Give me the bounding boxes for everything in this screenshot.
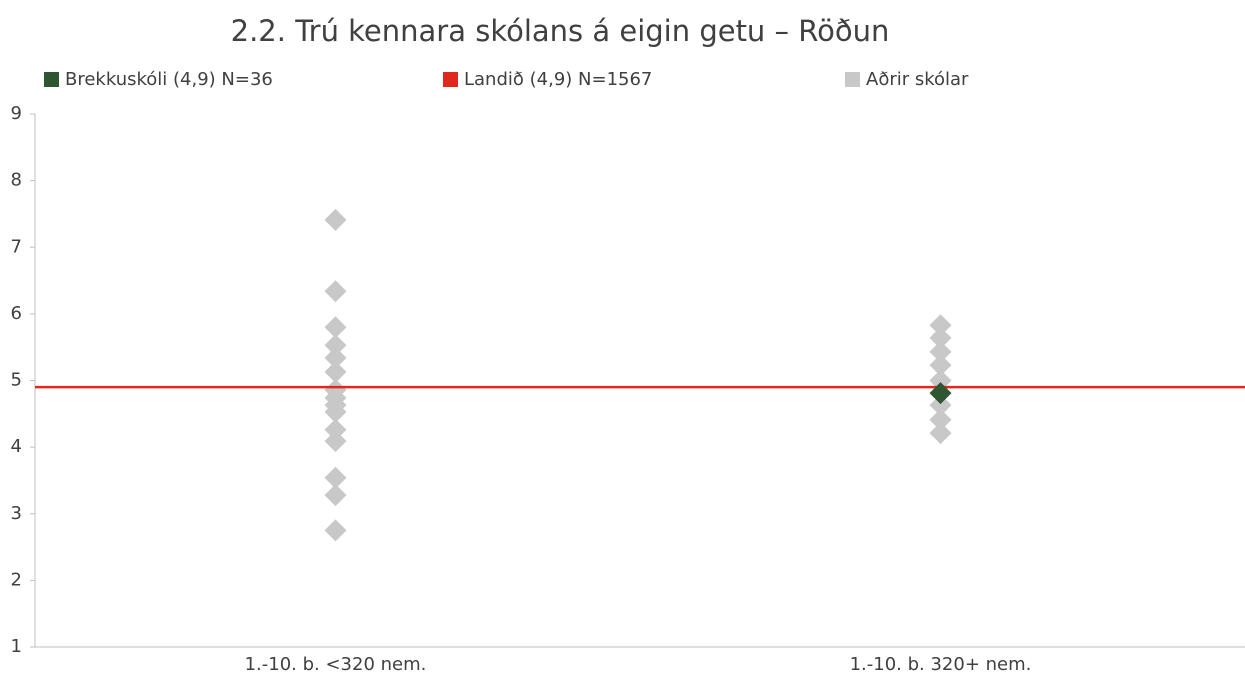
legend-label: Landið (4,9) N=1567 xyxy=(464,69,652,90)
y-tick-label: 1 xyxy=(11,636,22,657)
point xyxy=(324,280,347,303)
point xyxy=(324,208,347,231)
point xyxy=(324,316,347,339)
point xyxy=(324,466,347,489)
y-tick-label: 6 xyxy=(11,303,22,324)
point xyxy=(929,340,952,363)
point xyxy=(929,422,952,445)
y-tick-label: 7 xyxy=(11,236,22,257)
point xyxy=(324,346,347,369)
point xyxy=(324,484,347,507)
point xyxy=(929,408,952,431)
legend-swatch xyxy=(44,72,59,87)
legend-label: Brekkuskóli (4,9) N=36 xyxy=(65,69,273,90)
x-tick-label: 1.-10. b. 320+ nem. xyxy=(850,654,1032,675)
point xyxy=(324,400,347,423)
point xyxy=(929,354,952,377)
legend-label: Aðrir skólar xyxy=(866,69,969,90)
point xyxy=(324,430,347,453)
point xyxy=(929,382,952,405)
y-tick-label: 8 xyxy=(11,170,22,191)
legend-swatch xyxy=(443,72,458,87)
point xyxy=(324,418,347,441)
point xyxy=(929,326,952,349)
point xyxy=(324,519,347,542)
y-tick-label: 9 xyxy=(11,103,22,124)
point xyxy=(929,314,952,337)
y-tick-label: 3 xyxy=(11,503,22,524)
y-tick-label: 2 xyxy=(11,569,22,590)
y-tick-label: 4 xyxy=(11,436,22,457)
legend-swatch xyxy=(845,72,860,87)
y-tick-label: 5 xyxy=(11,370,22,391)
chart-title: 2.2. Trú kennara skólans á eigin getu – … xyxy=(231,14,890,48)
point xyxy=(929,394,952,417)
point xyxy=(324,334,347,357)
x-tick-label: 1.-10. b. <320 nem. xyxy=(245,654,427,675)
point xyxy=(324,360,347,383)
